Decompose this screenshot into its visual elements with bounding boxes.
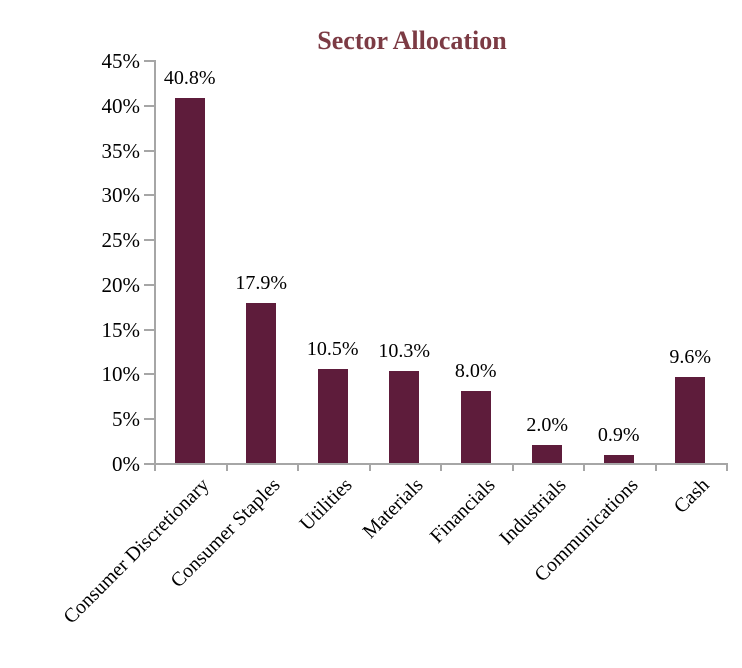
y-axis-tick bbox=[144, 60, 154, 62]
y-tick-label: 0% bbox=[112, 452, 140, 476]
x-axis-tick bbox=[726, 463, 728, 471]
y-tick-label: 45% bbox=[101, 49, 141, 73]
x-axis-tick bbox=[511, 463, 514, 471]
y-axis-tick bbox=[144, 418, 154, 421]
bar-consumer-discretionary bbox=[174, 97, 205, 463]
y-axis-tick bbox=[144, 149, 154, 152]
y-tick-label: 35% bbox=[101, 138, 141, 163]
y-tick-label: 10% bbox=[101, 362, 141, 387]
bar-utilities bbox=[317, 368, 348, 463]
y-axis-tick bbox=[144, 328, 154, 331]
bar-cash bbox=[675, 377, 706, 463]
y-tick-label: 5% bbox=[112, 407, 140, 432]
y-axis-tick bbox=[144, 283, 154, 286]
y-tick-label: 25% bbox=[101, 228, 141, 253]
chart-title: Sector Allocation bbox=[317, 26, 507, 55]
y-axis-tick bbox=[144, 463, 154, 465]
x-axis-tick bbox=[154, 463, 156, 471]
y-axis-tick bbox=[144, 373, 154, 376]
bar-industrials bbox=[532, 445, 563, 463]
bar-communications bbox=[603, 454, 634, 463]
bar-financials bbox=[460, 391, 491, 463]
bar-value-label: 9.6% bbox=[669, 346, 712, 369]
bar-materials bbox=[389, 370, 420, 463]
x-axis-tick bbox=[297, 463, 299, 471]
bar-value-label: 0.9% bbox=[597, 423, 640, 446]
y-tick-label: 30% bbox=[101, 183, 141, 208]
y-tick-label: 15% bbox=[101, 317, 141, 342]
x-axis-tick bbox=[440, 463, 442, 471]
bar-consumer-staples bbox=[246, 302, 277, 463]
bar-value-label: 40.8% bbox=[163, 66, 216, 89]
bar-value-label: 10.5% bbox=[306, 337, 359, 360]
bar-value-label: 2.0% bbox=[526, 414, 569, 437]
x-axis-tick bbox=[368, 463, 371, 471]
y-tick-label: 20% bbox=[101, 272, 141, 297]
x-axis-tick bbox=[225, 463, 228, 471]
x-axis-tick bbox=[583, 463, 585, 471]
y-axis-tick bbox=[144, 239, 154, 242]
y-axis-tick bbox=[144, 194, 154, 197]
bar-value-label: 8.0% bbox=[454, 360, 497, 383]
y-axis-line bbox=[154, 60, 156, 465]
bar-value-label: 17.9% bbox=[235, 271, 288, 294]
y-tick-label: 40% bbox=[101, 93, 141, 118]
y-axis-tick bbox=[144, 104, 154, 107]
bar-value-label: 10.3% bbox=[378, 339, 431, 362]
x-axis-tick bbox=[654, 463, 657, 471]
